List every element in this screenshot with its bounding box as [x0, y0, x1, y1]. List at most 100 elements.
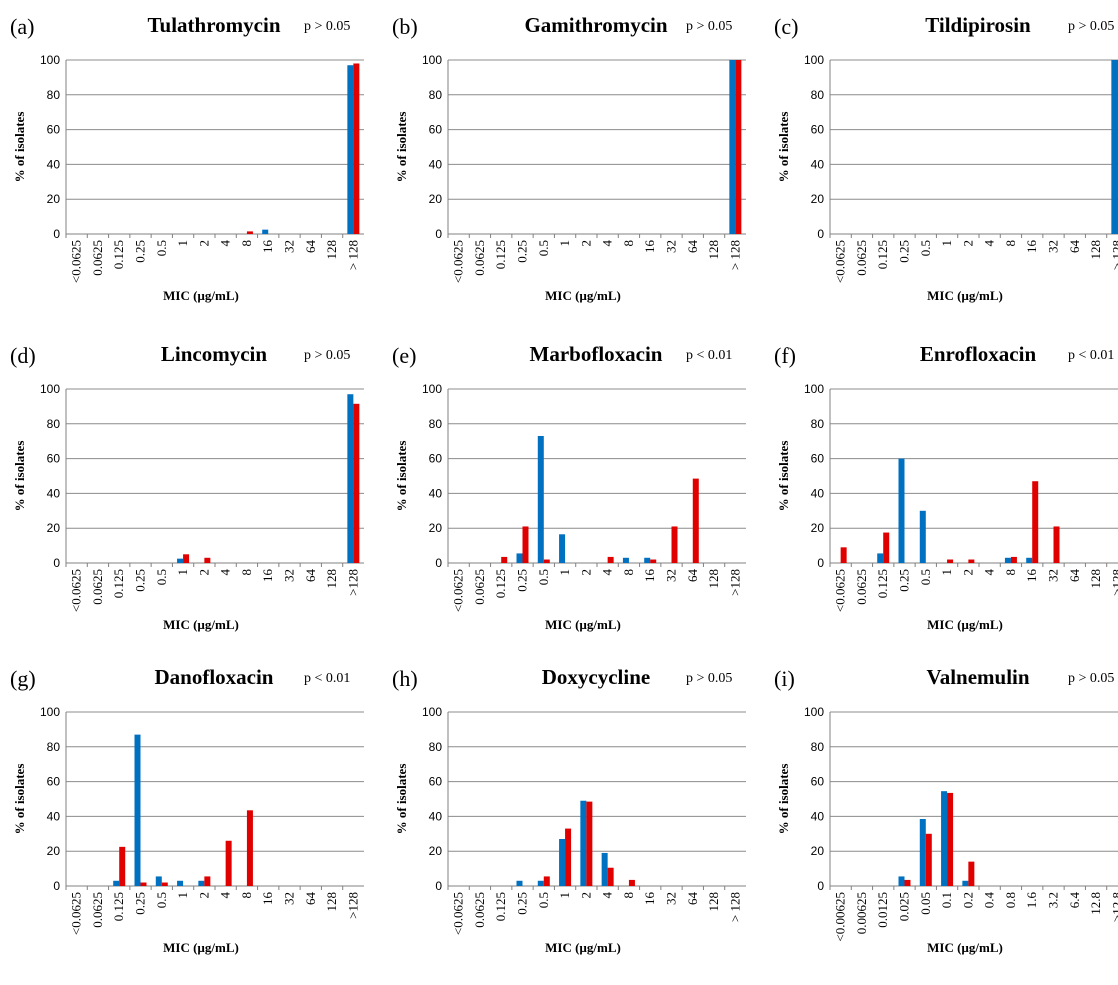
bar	[1111, 60, 1118, 234]
x-tick-label: 0.0125	[875, 892, 890, 928]
x-tick-label: 0.5	[536, 569, 551, 585]
x-tick-label: 0.5	[536, 240, 551, 256]
x-axis-label: MIC (µg/mL)	[545, 940, 621, 955]
x-tick-label: 0.125	[875, 569, 890, 598]
y-tick-label: 80	[47, 417, 61, 431]
x-tick-label: 0.0625	[90, 240, 105, 276]
panel-letter: (h)	[392, 666, 418, 691]
bar	[898, 458, 905, 563]
bar	[543, 876, 550, 886]
bar	[155, 876, 162, 886]
chart-title: Enrofloxacin	[920, 342, 1037, 366]
y-tick-label: 20	[811, 521, 825, 535]
bar	[113, 880, 120, 886]
bar	[947, 559, 954, 563]
x-tick-label: 0.0625	[90, 892, 105, 928]
x-tick-label: 32	[282, 892, 297, 905]
x-tick-label: 32	[282, 240, 297, 253]
x-axis-label: MIC (µg/mL)	[163, 940, 239, 955]
x-tick-label: >128	[345, 892, 360, 919]
y-tick-label: 20	[429, 844, 443, 858]
y-tick-label: 40	[429, 486, 443, 500]
y-tick-label: 40	[47, 157, 61, 171]
y-tick-label: 100	[422, 382, 442, 396]
x-axis-label: MIC (µg/mL)	[927, 617, 1003, 632]
y-tick-label: 80	[811, 88, 825, 102]
chart-title: Valnemulin	[926, 665, 1029, 689]
bar	[1032, 481, 1039, 563]
x-tick-label: 1	[939, 569, 954, 576]
y-tick-label: 60	[811, 452, 825, 466]
p-value-annotation: p < 0.01	[686, 348, 732, 363]
x-tick-label: 6.4	[1067, 892, 1082, 909]
x-tick-label: >128	[727, 569, 742, 596]
y-tick-label: 40	[811, 486, 825, 500]
panel-letter: (b)	[392, 14, 418, 39]
y-tick-label: 0	[435, 879, 442, 893]
x-tick-label: <0.00625	[833, 892, 848, 942]
bar	[735, 60, 742, 234]
bar	[877, 553, 884, 563]
x-tick-label: 128	[324, 569, 339, 589]
x-tick-label: 3.2	[1046, 892, 1061, 908]
bar	[559, 839, 566, 886]
x-tick-label: 8	[621, 569, 636, 576]
bar	[246, 231, 253, 234]
y-tick-label: 0	[53, 879, 60, 893]
x-tick-label: 1	[175, 569, 190, 576]
x-tick-label: 0.0625	[472, 240, 487, 276]
x-tick-label: 2	[196, 892, 211, 899]
bar-chart: (b) Gamithromycin p > 0.05 0 20 40 60 80 100 <0.0…	[392, 13, 746, 303]
y-tick-label: 20	[429, 192, 443, 206]
x-tick-label: 0.125	[111, 569, 126, 598]
x-tick-label: 1	[557, 569, 572, 576]
bar-chart: (g) Danofloxacin p < 0.01 0 20 40 60 80 100 <0.06…	[10, 665, 364, 955]
x-axis-label: MIC (µg/mL)	[545, 617, 621, 632]
x-tick-label: 0.5	[154, 569, 169, 585]
y-axis-label: % of isolates	[12, 112, 27, 183]
x-tick-label: 0.5	[154, 892, 169, 908]
bar	[161, 882, 168, 886]
x-tick-label: 1	[557, 892, 572, 899]
bar	[607, 867, 614, 886]
x-tick-label: 0.00625	[854, 892, 869, 934]
x-tick-label: 16	[260, 240, 275, 254]
panel-letter: (i)	[774, 666, 795, 691]
x-tick-label: 4	[982, 240, 997, 247]
x-tick-label: 0.0625	[854, 240, 869, 276]
x-tick-label: 0.05	[918, 892, 933, 915]
x-tick-label: 4	[982, 569, 997, 576]
panel-letter: (c)	[774, 14, 798, 39]
y-tick-label: 60	[429, 452, 443, 466]
x-tick-label: 0.25	[133, 892, 148, 915]
x-tick-label: 0.125	[493, 569, 508, 598]
x-tick-label: 32	[664, 240, 679, 253]
bar	[177, 880, 184, 886]
x-tick-label: 0.125	[875, 240, 890, 269]
y-axis-label: % of isolates	[394, 112, 409, 183]
y-tick-label: 0	[435, 227, 442, 241]
bar-chart: (i) Valnemulin p > 0.05 0 20 40 60 80 100 <0.0062…	[774, 665, 1118, 955]
x-tick-label: <0.0625	[69, 569, 84, 612]
bar	[183, 554, 190, 563]
y-tick-label: 0	[817, 227, 824, 241]
bar	[729, 60, 736, 234]
y-tick-label: 0	[435, 556, 442, 570]
bar-chart: (e) Marbofloxacin p < 0.01 0 20 40 60 80 100 <0.0…	[392, 342, 746, 632]
x-tick-label: 1.6	[1024, 892, 1039, 909]
bar	[947, 792, 954, 886]
x-axis-label: MIC (µg/mL)	[545, 288, 621, 303]
y-tick-label: 20	[47, 521, 61, 535]
x-tick-label: >12.8	[1109, 892, 1118, 922]
panel-letter: (e)	[392, 343, 416, 368]
chart-panel: (b) Gamithromycin p > 0.05 0 20 40 60 80 100 <0.0…	[386, 4, 758, 332]
x-tick-label: 128	[706, 892, 721, 912]
x-tick-label: 1	[557, 240, 572, 247]
bar	[262, 229, 269, 234]
bar	[198, 880, 205, 886]
x-tick-label: 4	[600, 892, 615, 899]
x-tick-label: 16	[260, 569, 275, 583]
x-tick-label: 0.1	[939, 892, 954, 908]
x-axis-label: MIC (µg/mL)	[163, 288, 239, 303]
